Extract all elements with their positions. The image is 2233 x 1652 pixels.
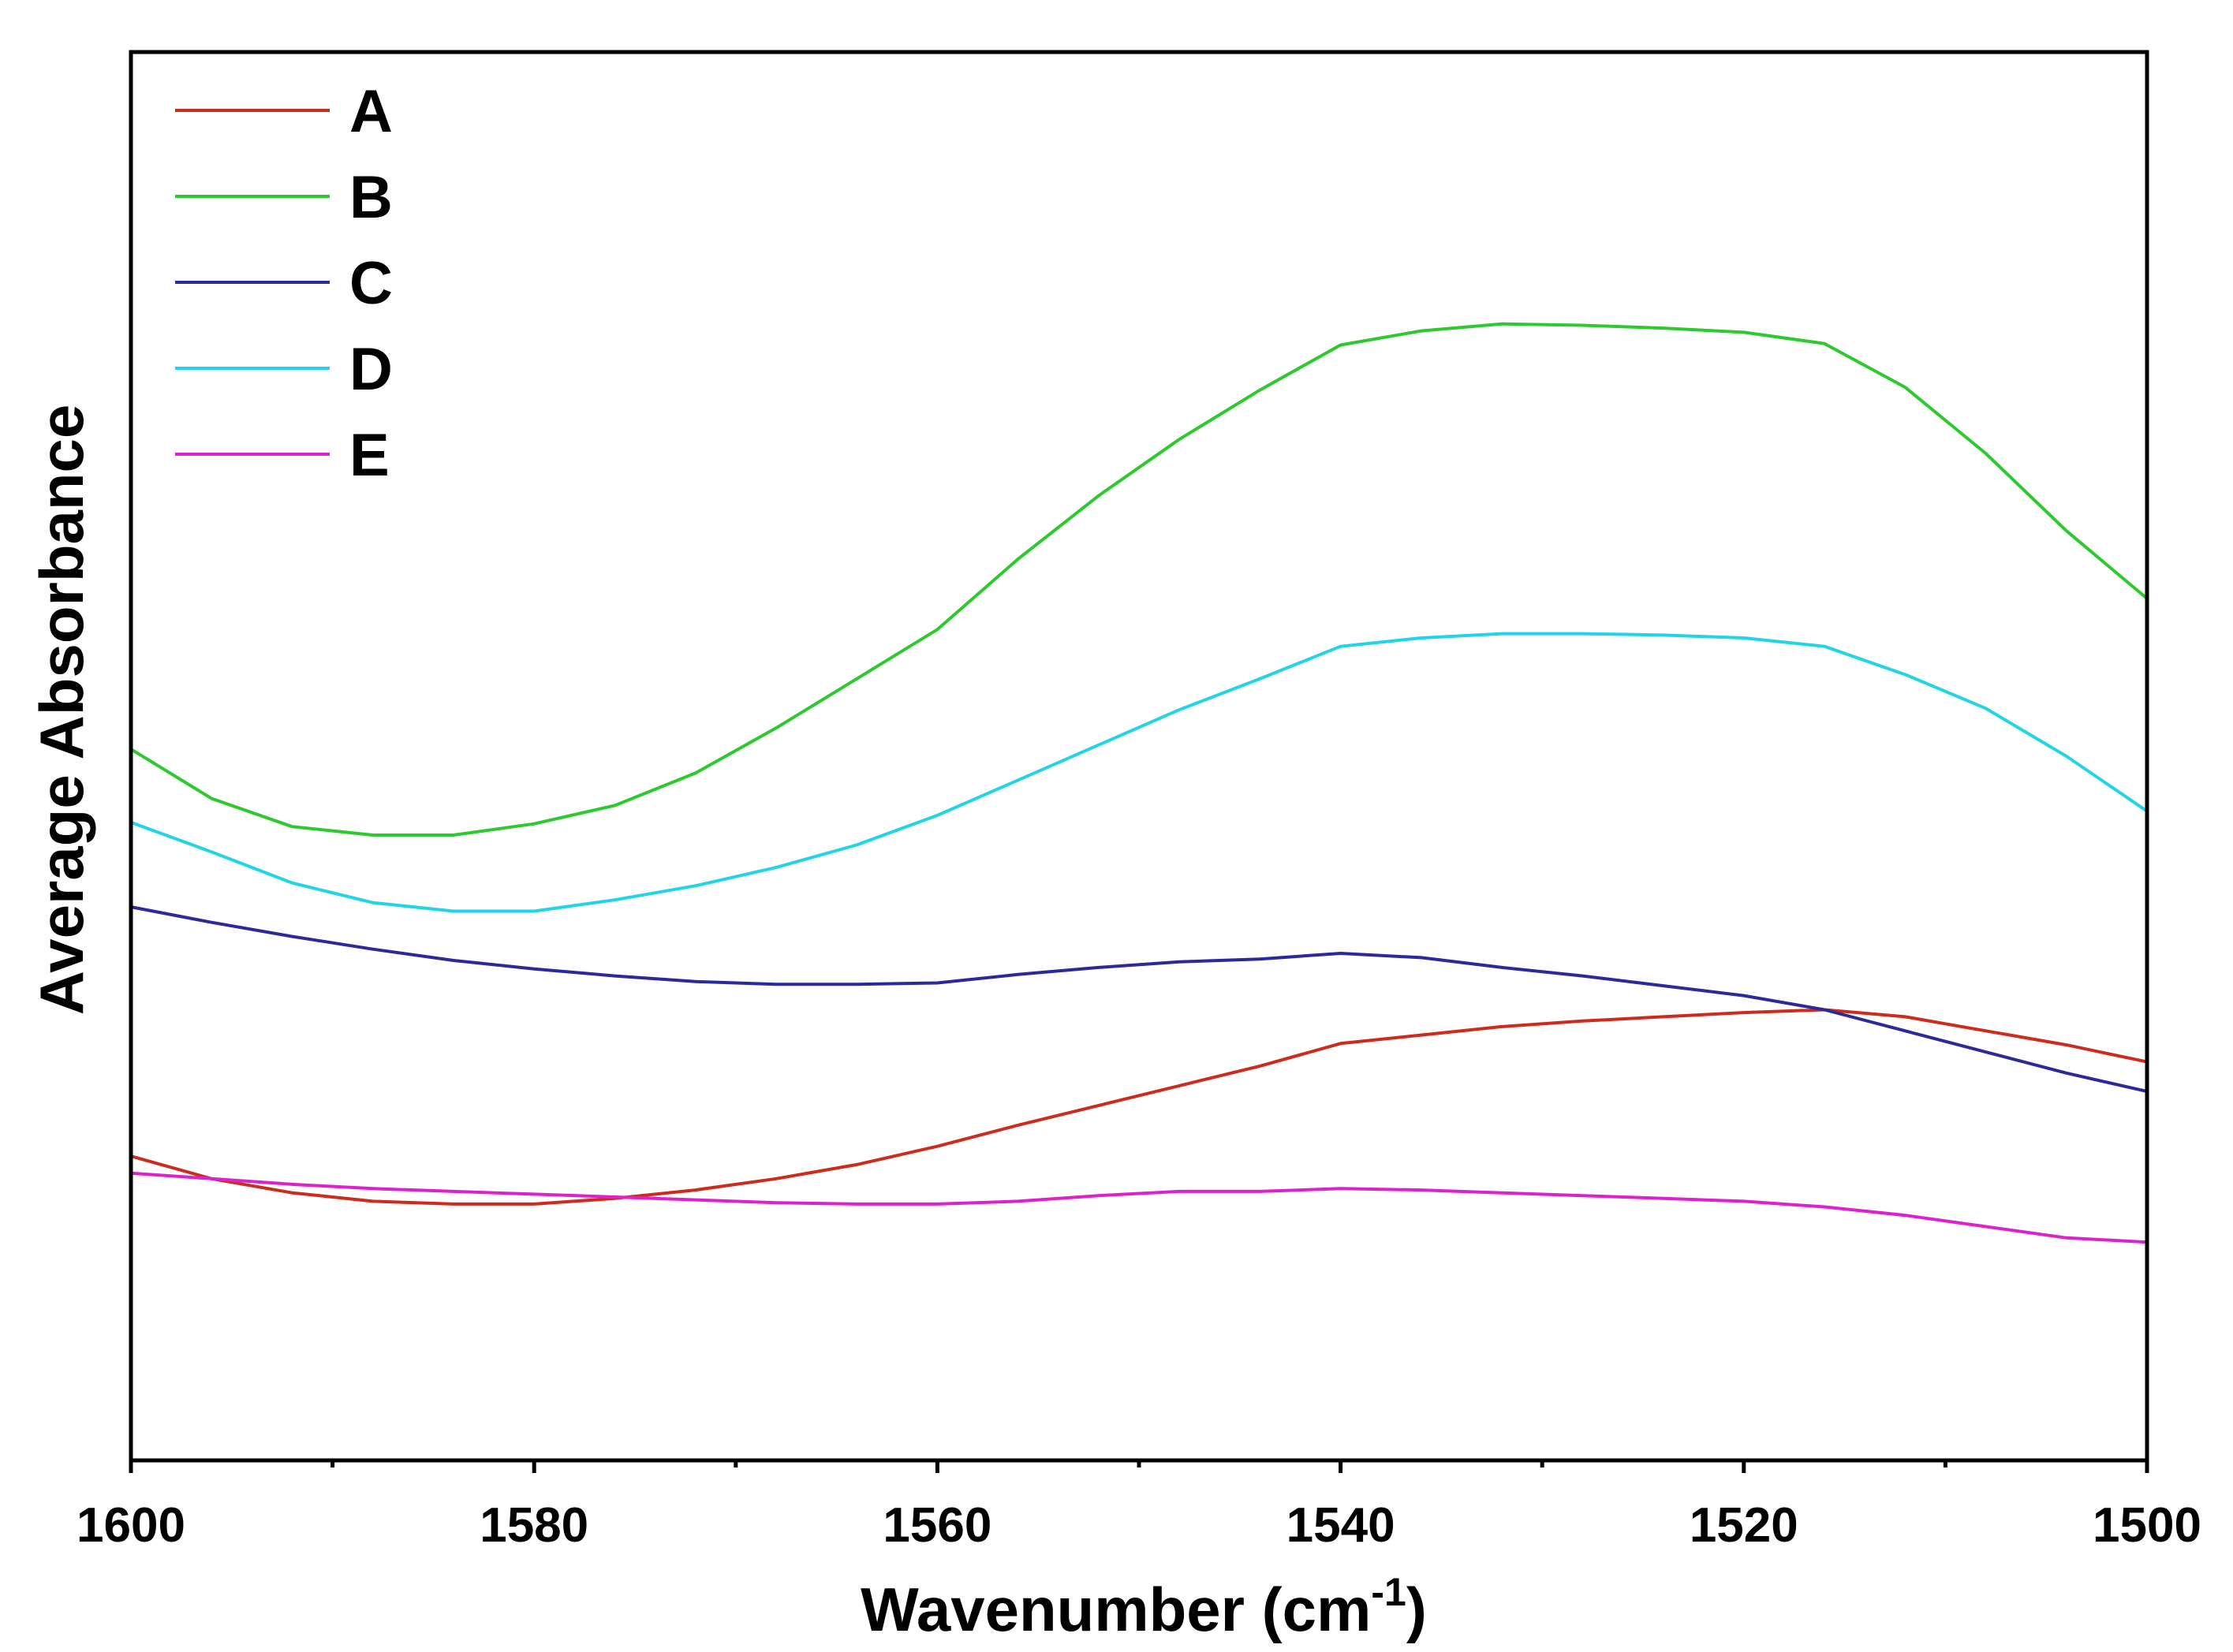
series-d-line	[129, 632, 2149, 913]
legend-label-a: A	[349, 78, 393, 145]
x-tick-label-1560: 1560	[883, 1498, 991, 1553]
legend-label-c: C	[349, 250, 393, 317]
legend-label-e: E	[349, 422, 390, 489]
series-layer	[129, 322, 2149, 1244]
x-tick-label-1520: 1520	[1690, 1498, 1798, 1553]
x-tick-label-1580: 1580	[480, 1498, 588, 1553]
x-tick-label-1500: 1500	[2093, 1498, 2201, 1553]
series-b-line	[129, 322, 2149, 837]
x-axis: 1600 1580 1560 1540 1520 1500	[77, 1460, 2201, 1553]
x-axis-title: Wavenumber (cm-1)	[861, 1570, 1427, 1644]
plot-frame	[129, 50, 2149, 1463]
legend-label-d: D	[349, 336, 393, 403]
x-tick-label-1600: 1600	[77, 1498, 185, 1553]
series-a-line	[129, 1008, 2149, 1206]
series-c-line	[129, 905, 2149, 1094]
legend-label-b: B	[349, 164, 393, 231]
x-axis-title-main: Wavenumber (cm	[861, 1575, 1371, 1644]
x-axis-title-close: )	[1406, 1575, 1427, 1644]
y-axis-title: Average Absorbance	[27, 405, 96, 1016]
x-axis-title-superscript: -1	[1371, 1570, 1406, 1614]
series-e-line	[129, 1171, 2149, 1244]
x-tick-label-1540: 1540	[1286, 1498, 1395, 1553]
